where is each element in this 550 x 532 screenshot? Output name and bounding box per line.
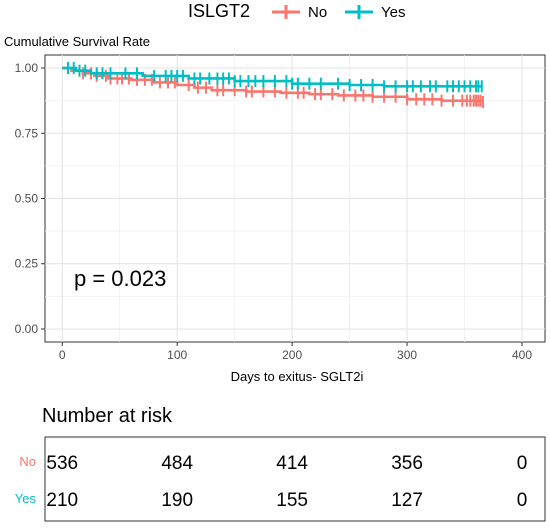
series-layer bbox=[62, 62, 484, 108]
risk-value: 190 bbox=[161, 490, 193, 511]
x-axis: 0 100 200 300 400 bbox=[59, 342, 532, 362]
risk-table: No 536 484 414 356 0 Yes 210 190 155 127 0 bbox=[15, 453, 528, 511]
legend-title: ISLGT2 bbox=[188, 1, 250, 21]
legend-label-yes: Yes bbox=[381, 4, 405, 21]
legend: ISLGT2 No Yes bbox=[188, 1, 405, 21]
risk-value: 0 bbox=[517, 490, 528, 511]
x-tick-label: 100 bbox=[167, 348, 187, 362]
x-axis-title: Days to exitus- SGLT2i bbox=[231, 369, 364, 384]
y-tick-label: 0.50 bbox=[15, 192, 39, 206]
risk-table-panel bbox=[44, 436, 546, 522]
y-tick-label: 1.00 bbox=[15, 61, 39, 75]
series-yes bbox=[62, 62, 483, 93]
x-tick-label: 300 bbox=[397, 348, 417, 362]
risk-value: 536 bbox=[46, 453, 78, 474]
x-tick-label: 200 bbox=[282, 348, 302, 362]
y-tick-label: 0.00 bbox=[15, 322, 39, 336]
x-tick-label: 0 bbox=[59, 348, 66, 362]
risk-value: 484 bbox=[161, 453, 193, 474]
risk-value: 127 bbox=[391, 490, 423, 511]
risk-value: 210 bbox=[46, 490, 78, 511]
risk-value: 414 bbox=[276, 453, 308, 474]
x-tick-label: 400 bbox=[512, 348, 532, 362]
risk-table-title: Number at risk bbox=[42, 405, 173, 427]
p-value-annotation: p = 0.023 bbox=[74, 266, 166, 291]
risk-row-label: No bbox=[19, 454, 36, 469]
legend-label-no: No bbox=[308, 4, 327, 21]
risk-row-label: Yes bbox=[15, 491, 37, 506]
y-axis-title: Cumulative Survival Rate bbox=[4, 34, 150, 49]
survival-curve-yes bbox=[62, 66, 482, 88]
risk-value: 356 bbox=[391, 453, 423, 474]
y-axis: 0.00 0.25 0.50 0.75 1.00 bbox=[15, 61, 45, 336]
risk-value: 0 bbox=[517, 453, 528, 474]
y-tick-label: 0.75 bbox=[15, 126, 39, 140]
risk-value: 155 bbox=[276, 490, 308, 511]
y-tick-label: 0.25 bbox=[15, 257, 39, 271]
